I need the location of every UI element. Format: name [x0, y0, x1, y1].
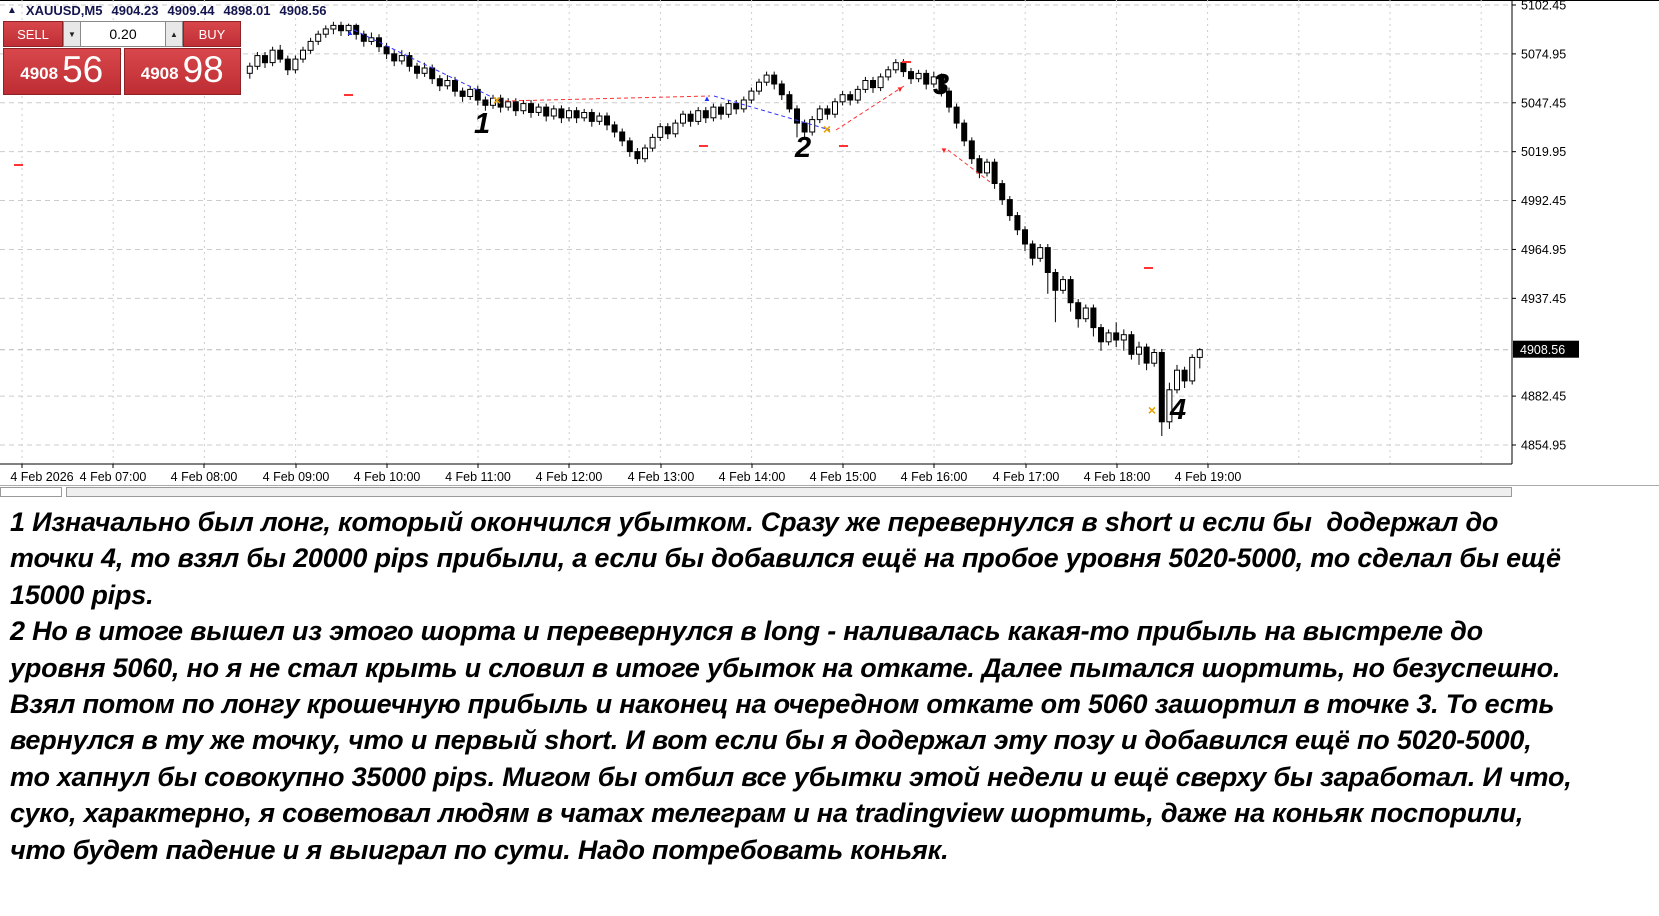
- svg-text:×: ×: [1148, 402, 1156, 418]
- commentary-line: суко, характерно, я советовал людям в ча…: [10, 798, 1524, 829]
- commentary-line: 1 Изначально был лонг, который окончился…: [10, 507, 1499, 537]
- commentary-line: 2 Но в итоге вышел из этого шорта и пере…: [10, 616, 1483, 647]
- buy-price-frac: 98: [182, 49, 224, 90]
- order-level-marks: [14, 61, 1153, 269]
- price-axis-label: 4882.45: [1521, 390, 1566, 404]
- svg-text:3: 3: [933, 69, 949, 101]
- symbol-timeframe-label: XAUUSD,M5: [25, 3, 103, 18]
- svg-text:×: ×: [823, 121, 831, 137]
- trade-history-lines: [353, 29, 991, 183]
- price-axis-label: 4937.45: [1521, 292, 1566, 306]
- price-axis-label: 5102.45: [1521, 0, 1566, 13]
- chart-bottom-divider: [0, 485, 1659, 486]
- commentary-line: точки 4, то взял бы 20000 pips прибыли, …: [10, 543, 1561, 574]
- price-axis-label: 4964.95: [1521, 243, 1566, 257]
- chart-canvas[interactable]: × × × ▲ ▲ ▼ ▼ 1 2 3 4 5102.45 5074.95 5047.45 5019.95 4…: [0, 0, 1659, 500]
- time-axis-label: 4 Feb 15:00: [810, 470, 877, 484]
- trade-commentary: 1 Изначально был лонг, который окончился…: [10, 504, 1655, 868]
- commentary-line: то хапнул бы совокупно 35000 pips. Мигом…: [10, 761, 1572, 792]
- price-axis[interactable]: 5102.45 5074.95 5047.45 5019.95 4992.45 4964.…: [1511, 0, 1566, 464]
- volume-increase-button[interactable]: ▲: [165, 21, 183, 47]
- commentary-line: уровня 5060, но я не стал крыть и словил…: [10, 652, 1561, 683]
- time-axis-label: 4 Feb 19:00: [1175, 470, 1242, 484]
- svg-text:2: 2: [794, 132, 811, 164]
- svg-text:×: ×: [493, 92, 501, 108]
- time-axis-label: 4 Feb 07:00: [80, 470, 147, 484]
- time-axis-label: 4 Feb 18:00: [1084, 470, 1151, 484]
- svg-text:▲: ▲: [346, 28, 354, 37]
- volume-input[interactable]: [81, 21, 165, 47]
- price-axis-label: 4992.45: [1521, 194, 1566, 208]
- price-grid: [0, 4, 1512, 446]
- commentary-line: Взял потом по лонгу крошечную прибыль и …: [10, 689, 1555, 720]
- sell-price-button[interactable]: 4908 56: [3, 48, 121, 95]
- svg-text:1: 1: [474, 108, 490, 140]
- buy-price-int: 4908: [140, 64, 179, 83]
- sell-price-frac: 56: [62, 49, 104, 90]
- time-axis-label: 4 Feb 16:00: [901, 470, 968, 484]
- time-axis-label: 4 Feb 12:00: [536, 470, 603, 484]
- price-axis-label: 5074.95: [1521, 47, 1566, 61]
- ohlc-close: 4908.56: [279, 3, 327, 18]
- svg-text:▼: ▼: [896, 85, 904, 94]
- buy-price-button[interactable]: 4908 98: [123, 48, 241, 95]
- time-axis-label: 4 Feb 14:00: [719, 470, 786, 484]
- chart-symbol-header: ▲ XAUUSD,M5 4904.23 4909.44 4898.01 4908…: [7, 3, 326, 18]
- scrollbar-thumb[interactable]: [66, 487, 1512, 497]
- svg-text:4908.56: 4908.56: [1520, 343, 1565, 357]
- buy-button[interactable]: BUY: [183, 21, 241, 47]
- commentary-line: вернулся в ту же точку, что и первый sho…: [10, 725, 1532, 756]
- price-axis-label: 4854.95: [1521, 439, 1566, 453]
- time-axis-label: 4 Feb 10:00: [354, 470, 421, 484]
- commentary-line: 15000 pips.: [10, 579, 154, 610]
- commentary-line: что будет падение и я выиграл по сути. Н…: [10, 834, 949, 865]
- volume-decrease-button[interactable]: ▼: [63, 21, 81, 47]
- svg-text:▼: ▼: [940, 146, 948, 155]
- svg-text:4: 4: [1169, 394, 1186, 426]
- time-axis[interactable]: 4 Feb 2026 4 Feb 07:00 4 Feb 08:00 4 Feb 09…: [0, 463, 1512, 484]
- time-axis-label: 4 Feb 09:00: [263, 470, 330, 484]
- ohlc-open: 4904.23: [111, 3, 159, 18]
- collapse-panel-icon[interactable]: ▲: [7, 5, 17, 16]
- swing-number-annotations: 1 2 3 4: [474, 69, 1186, 426]
- time-axis-label: 4 Feb 11:00: [445, 470, 511, 484]
- price-axis-label: 5019.95: [1521, 145, 1566, 159]
- price-axis-label: 5047.45: [1521, 96, 1566, 110]
- ohlc-high: 4909.44: [167, 3, 215, 18]
- current-price-tag: 4908.56: [1513, 340, 1579, 358]
- candlesticks: [246, 21, 1203, 436]
- sell-price-int: 4908: [20, 64, 59, 83]
- ohlc-low: 4898.01: [223, 3, 271, 18]
- time-axis-label: 4 Feb 2026: [10, 470, 73, 484]
- time-axis-label: 4 Feb 13:00: [628, 470, 695, 484]
- time-axis-label: 4 Feb 17:00: [993, 470, 1060, 484]
- time-axis-label: 4 Feb 08:00: [171, 470, 238, 484]
- trade-markers: × × × ▲ ▲ ▼ ▼: [346, 28, 1156, 418]
- scrollbar-left-box[interactable]: [0, 487, 62, 497]
- svg-text:▲: ▲: [703, 94, 711, 103]
- sell-button[interactable]: SELL: [3, 21, 63, 47]
